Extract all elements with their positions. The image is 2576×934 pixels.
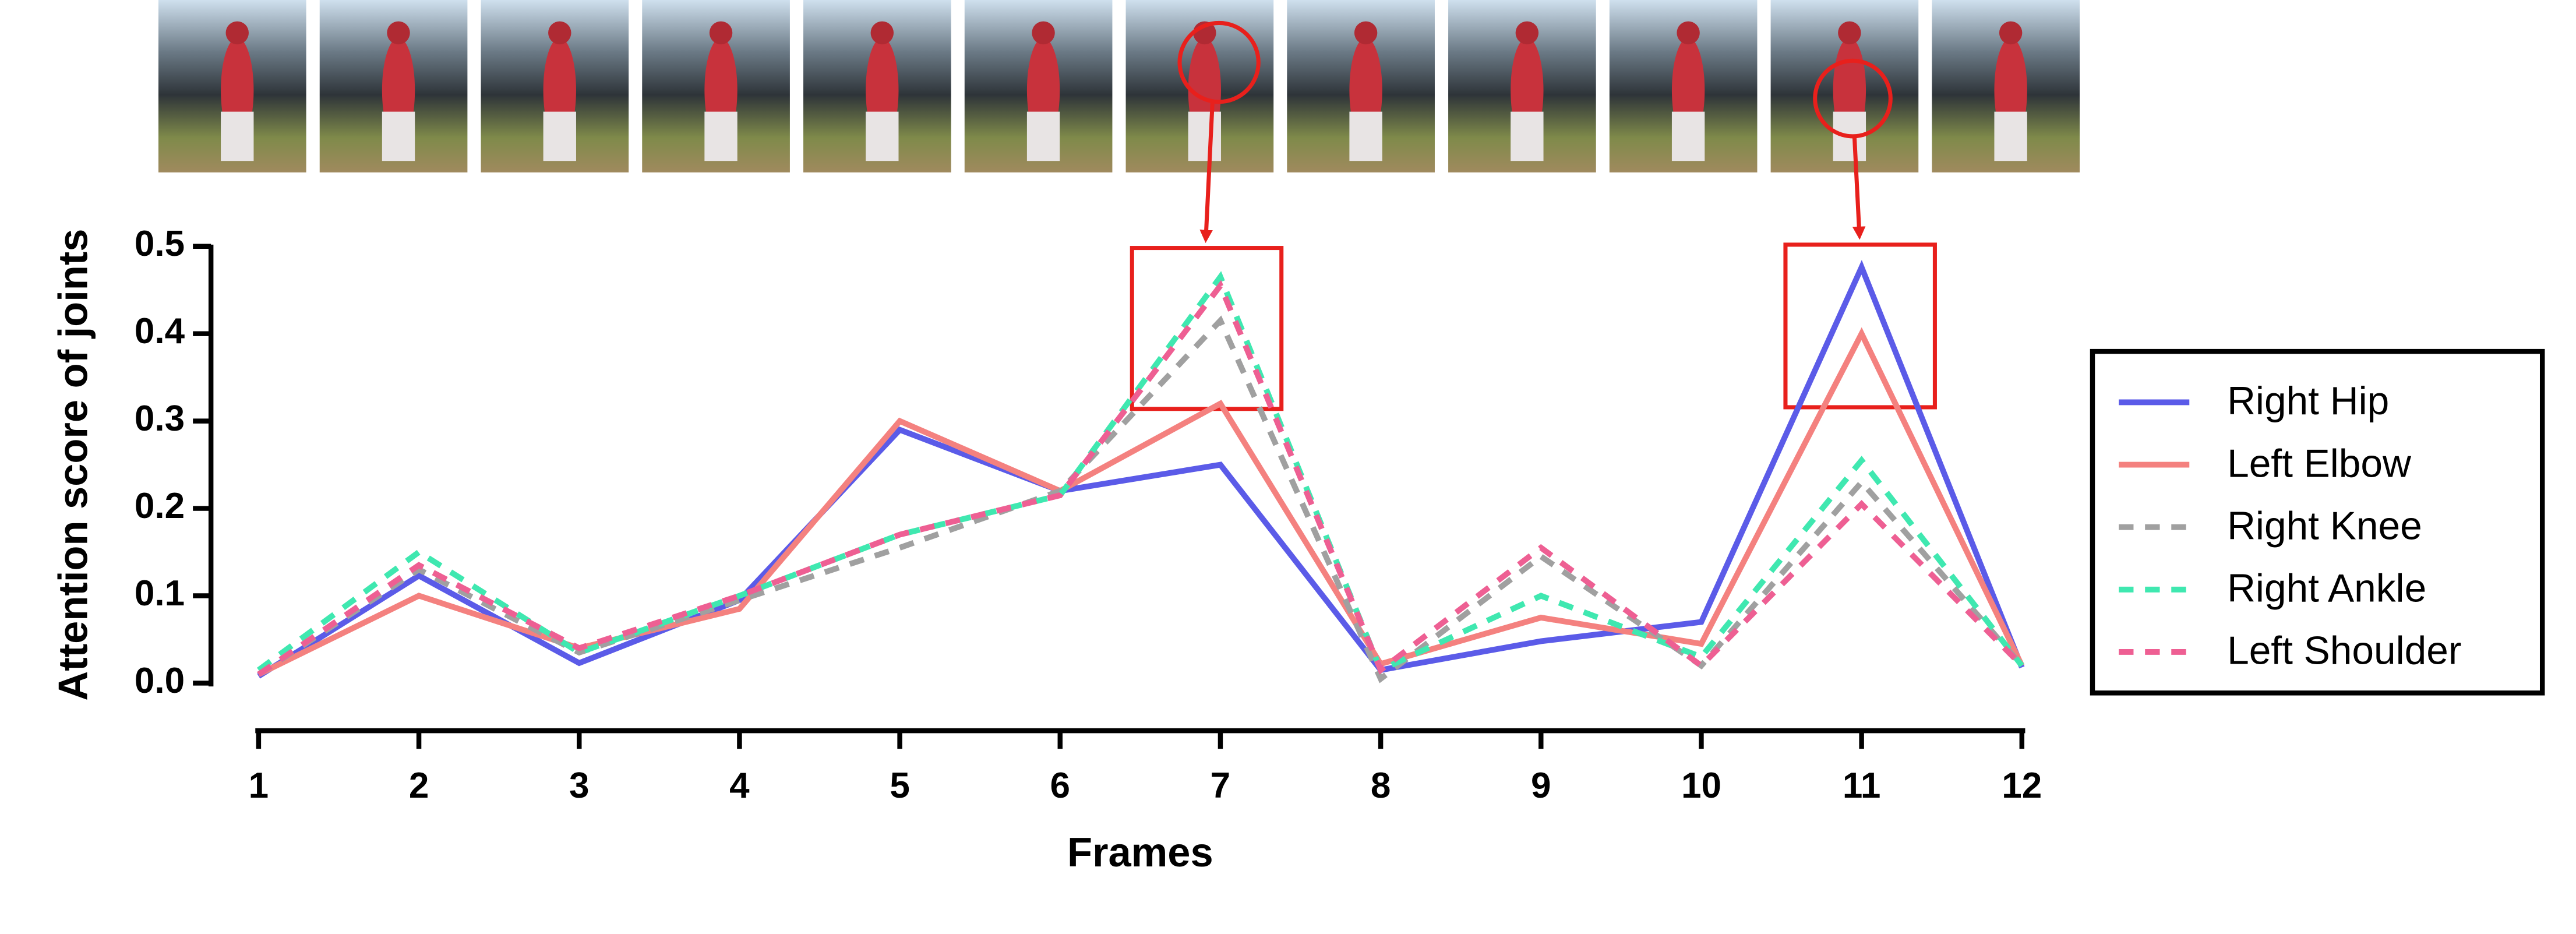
player-head [1515,21,1539,45]
series-line [257,260,2025,679]
player-head [1032,21,1055,45]
arrow [1199,101,1215,244]
player-legs [704,111,737,161]
legend-label: Right Knee [2227,504,2422,548]
player-legs [543,111,576,161]
x-tick-label: 4 [729,766,750,806]
y-tick-label: 0.0 [135,661,185,701]
player-legs [1188,111,1222,161]
player-legs [1349,111,1382,161]
player-legs [1026,111,1060,161]
x-tick-label: 9 [1531,766,1551,806]
highlight-box [1783,242,1937,410]
series-line [257,280,2024,677]
x-tick-label: 11 [1843,766,1881,806]
x-tick-label: 6 [1050,766,1070,806]
series-line [256,271,2024,674]
player-head [870,21,894,45]
legend-box [2090,348,2545,696]
player-legs [1511,111,1544,161]
player-legs [382,111,415,161]
x-tick-label: 5 [890,766,909,806]
highlight-circle [1813,58,1893,139]
x-axis-title: Frames [1067,829,1213,875]
x-tick-label: 1 [249,766,269,806]
y-tick-label: 0.2 [135,486,185,526]
player-head [1354,21,1378,45]
y-axis-title: Attention score of joints [50,229,96,701]
x-tick-label: 8 [1371,766,1391,806]
x-tick-label: 3 [569,766,589,806]
y-tick-label: 0.1 [135,573,185,614]
player-legs [866,111,899,161]
player-head [387,21,410,45]
player-head [1838,21,1861,45]
player-head [709,21,733,45]
player-head [1999,21,2023,45]
arrow [1852,136,1866,240]
player-head [225,21,249,45]
series-line [257,315,2024,683]
frame-strip [158,0,2080,172]
y-tick-label: 0.5 [135,224,185,264]
x-tick-label: 2 [409,766,429,806]
player-legs [1994,111,2027,161]
legend-label: Left Elbow [2227,442,2411,485]
y-tick-label: 0.4 [135,311,185,351]
x-tick-label: 12 [2002,766,2042,806]
highlight-box [1130,246,1284,411]
legend-label: Right Hip [2227,379,2389,423]
x-tick-label: 10 [1681,766,1721,806]
legend-label: Right Ankle [2227,566,2426,610]
player-legs [221,111,254,161]
player-head [548,21,571,45]
x-tick-label: 7 [1211,766,1230,806]
y-tick-label: 0.3 [135,399,185,439]
axes [208,244,2025,734]
highlight-circle [1177,20,1261,104]
player-head [1677,21,1700,45]
legend-label: Left Shoulder [2227,629,2461,673]
player-legs [1671,111,1705,161]
